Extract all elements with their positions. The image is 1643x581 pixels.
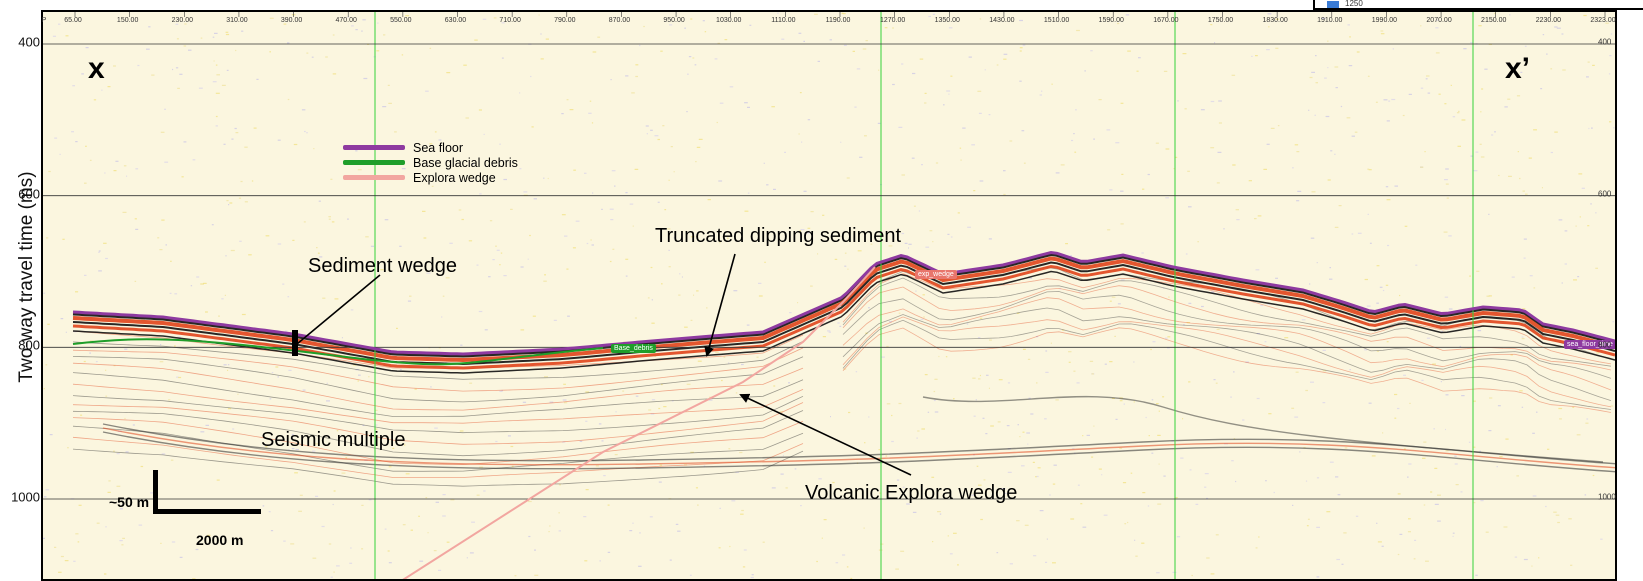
- x-tick-label: 2230.00: [1535, 17, 1561, 24]
- legend-swatch: [343, 160, 405, 165]
- x-tick-label: 1990.00: [1371, 17, 1398, 24]
- y-tick-label-right: 800: [1598, 340, 1612, 350]
- location-map-inset: 1250: [1313, 0, 1643, 10]
- x-tick-label: 230.00: [171, 17, 193, 24]
- x-tick-label: 1270.00: [879, 17, 906, 24]
- x-tick-label: 310.00: [226, 17, 248, 24]
- x-tick-label: 390.00: [280, 17, 303, 24]
- legend-label: Base glacial debris: [413, 155, 518, 170]
- legend-label: Explora wedge: [413, 170, 496, 185]
- pointer-truncated-sediment: [704, 253, 736, 357]
- legend-swatch: [343, 145, 405, 150]
- legend-label: Sea floor: [413, 140, 464, 155]
- x-tick-label: 2323.00: [1590, 17, 1616, 24]
- x-tick-label: 1510.00: [1043, 17, 1070, 24]
- x-tick-label: 1830.00: [1262, 17, 1288, 24]
- legend-swatch: [343, 175, 405, 180]
- x-tick-label: 870.00: [608, 17, 631, 24]
- section-start-marker: x: [88, 52, 105, 85]
- x-tick-label: 1430.00: [989, 17, 1015, 24]
- legend: Sea floor Base glacial debris Explora we…: [343, 140, 518, 185]
- scale-bar-horizontal: [153, 509, 261, 514]
- horizon-tag-sea-floor-time: sea_floor_time: [1564, 340, 1615, 349]
- pointer-volcanic-wedge: [739, 393, 912, 476]
- horizon-explora-wedge: [402, 266, 876, 579]
- x-tick-label: 2150.00: [1481, 17, 1507, 24]
- scale-bar-vertical-label: ~50 m: [109, 494, 150, 510]
- x-tick-label: 790.00: [554, 17, 576, 24]
- x-tick-label: 1110.00: [771, 17, 796, 24]
- y-tick-label-right: 400: [1598, 37, 1612, 47]
- legend-item-sea-floor: Sea floor: [343, 140, 518, 155]
- horizon-sea-floor: [72, 250, 1615, 356]
- seismic-section-graphic: [43, 12, 1615, 579]
- section-end-marker: x’: [1505, 52, 1531, 85]
- y-tick-label: 600: [18, 186, 40, 202]
- sediment-wedge-thickness-bar: [292, 330, 298, 356]
- x-tick-label: 1030.00: [716, 17, 742, 24]
- y-tick-label-right: 600: [1598, 189, 1612, 199]
- annotation-volcanic-explora-wedge: Volcanic Explora wedge: [805, 482, 1018, 504]
- x-tick-label: 1670.00: [1153, 17, 1179, 24]
- pointer-sediment-wedge: [296, 274, 381, 345]
- x-tick-label: 710.00: [499, 17, 521, 24]
- x-tick-label: 1910.00: [1317, 17, 1343, 24]
- scale-bar-vertical: [153, 470, 158, 514]
- legend-item-explora-wedge: Explora wedge: [343, 170, 518, 185]
- x-tick-label: 2070.00: [1426, 17, 1452, 24]
- y-tick-label: 1000: [11, 489, 40, 505]
- y-tick-label-right: 1000: [1598, 492, 1616, 502]
- interpreted-horizons: [72, 250, 1615, 579]
- horizon-tag-exp-wedge: exp_wedge: [915, 270, 957, 279]
- annotation-truncated-dipping-sediment: Truncated dipping sediment: [655, 225, 902, 247]
- x-tick-label: 1590.00: [1098, 17, 1124, 24]
- x-tick-label: 150.00: [116, 17, 139, 24]
- annotation-seismic-multiple: Seismic multiple: [261, 429, 406, 451]
- seismic-section-panel: x x’ Sea floor Base glacial debris Explo…: [41, 10, 1617, 581]
- x-tick-label: 470.00: [335, 17, 357, 24]
- horizon-base-glacial-debris: [72, 338, 604, 366]
- x-tick-label: 1750.00: [1207, 17, 1234, 24]
- seismic-texture: [43, 12, 1615, 579]
- grid-lines: [43, 12, 1615, 579]
- horizon-tag-base-debris: Base_debris: [611, 344, 656, 353]
- x-tick-label: 1190.00: [825, 17, 851, 24]
- legend-item-base-glacial-debris: Base glacial debris: [343, 155, 518, 170]
- x-tick-label: 65.00: [64, 17, 82, 24]
- y-tick-label: 400: [18, 34, 40, 50]
- inset-legend-swatch: [1327, 1, 1339, 8]
- x-tick-label: 950.00: [663, 17, 685, 24]
- inset-legend-label: 1250: [1345, 0, 1363, 8]
- x-tick-label: P: [41, 17, 47, 24]
- y-tick-label: 800: [18, 337, 40, 353]
- annotation-sediment-wedge: Sediment wedge: [308, 255, 457, 277]
- x-tick-label: 630.00: [444, 17, 467, 24]
- x-tick-label: 550.00: [390, 17, 412, 24]
- scale-bar-horizontal-label: 2000 m: [196, 532, 244, 548]
- x-tick-label: 1350.00: [934, 17, 960, 24]
- annotation-pointers: [153, 253, 912, 514]
